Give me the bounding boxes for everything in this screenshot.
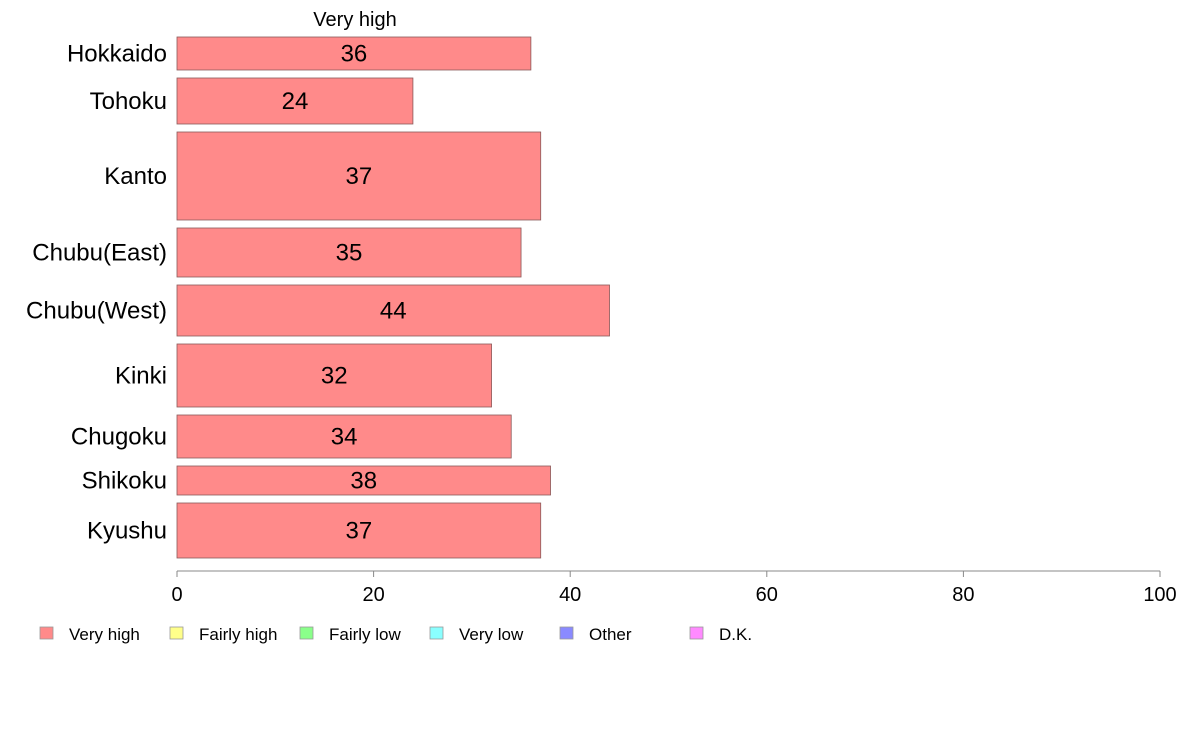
bar-chugoku — [176, 414, 512, 459]
bar-value-label-kyushu: 37 — [346, 518, 373, 545]
category-label-chugoku: Chugoku — [71, 424, 167, 451]
bar-hokkaido — [176, 36, 532, 71]
legend-swatch-d-k — [689, 626, 704, 640]
bar-value-label-hokkaido: 36 — [341, 41, 368, 68]
category-label-shikoku: Shikoku — [82, 468, 167, 495]
category-label-chubu-west: Chubu(West) — [26, 298, 167, 325]
legend-swatch-other — [559, 626, 574, 640]
x-tick-label-60: 60 — [756, 584, 778, 606]
legend-swatch-very-high — [39, 626, 54, 640]
legend-label-other: Other — [589, 625, 632, 644]
x-tick-label-40: 40 — [559, 584, 581, 606]
category-label-kanto: Kanto — [104, 163, 167, 190]
bar-tohoku — [176, 77, 414, 125]
x-tick-label-0: 0 — [171, 584, 182, 606]
category-label-kinki: Kinki — [115, 363, 167, 390]
legend-label-fairly-high: Fairly high — [199, 625, 277, 644]
bar-value-label-chugoku: 34 — [331, 424, 358, 451]
category-label-hokkaido: Hokkaido — [67, 41, 167, 68]
bar-value-label-kinki: 32 — [321, 363, 348, 390]
x-tick-label-100: 100 — [1143, 584, 1176, 606]
legend: Very high Fairly high Fairly low Very low Ot… — [39, 625, 752, 644]
bar-chubu-east — [176, 227, 522, 278]
legend-swatch-very-low — [429, 626, 444, 640]
x-axis: 0 20 40 60 80 100 — [171, 570, 1177, 606]
bar-kanto — [176, 131, 542, 221]
bar-kinki — [176, 343, 492, 408]
bar-value-label-shikoku: 38 — [350, 468, 377, 495]
bar-shikoku — [176, 465, 551, 496]
legend-swatch-fairly-low — [299, 626, 314, 640]
x-tick-label-20: 20 — [362, 584, 384, 606]
category-label-kyushu: Kyushu — [87, 518, 167, 545]
bar-value-label-tohoku: 24 — [282, 88, 309, 115]
legend-label-very-low: Very low — [459, 625, 524, 644]
legend-label-fairly-low: Fairly low — [329, 625, 402, 644]
bars-layer: Hokkaido 36 Tohoku 24 Kanto 37 Chubu(East) 35 Ch… — [26, 36, 610, 559]
bar-value-label-chubu-west: 44 — [380, 298, 407, 325]
bar-kyushu — [176, 502, 542, 559]
bar-value-label-chubu-east: 35 — [336, 240, 363, 267]
legend-label-very-high: Very high — [69, 625, 140, 644]
category-label-chubu-east: Chubu(East) — [32, 240, 167, 267]
legend-swatch-fairly-high — [169, 626, 184, 640]
bar-chubu-west — [176, 284, 610, 337]
category-label-tohoku: Tohoku — [90, 88, 167, 115]
bar-value-label-kanto: 37 — [346, 163, 373, 190]
x-tick-label-80: 80 — [952, 584, 974, 606]
series-header-label: Very high — [313, 9, 396, 31]
legend-label-d-k: D.K. — [719, 625, 752, 644]
